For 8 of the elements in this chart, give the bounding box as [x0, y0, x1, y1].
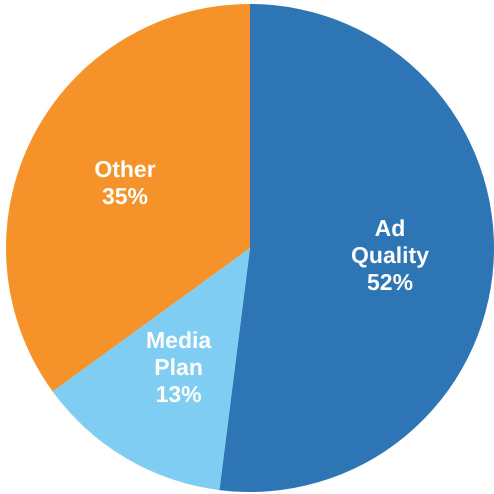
data-label: 13%	[156, 380, 202, 407]
pie-slice	[219, 4, 494, 492]
pie-slice	[52, 248, 250, 490]
data-label: 52%	[367, 268, 414, 295]
slice-label: Media Plan	[146, 326, 212, 380]
data-label: 35%	[102, 182, 148, 209]
slice-label: Ad Quality	[351, 214, 430, 268]
slice-label: Other	[94, 156, 156, 182]
